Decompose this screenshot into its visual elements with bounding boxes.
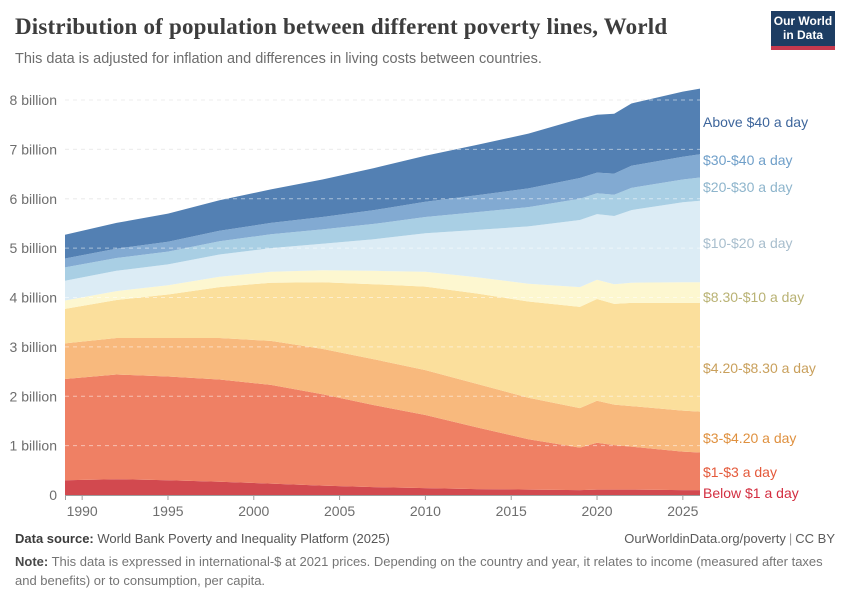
x-axis-label-1995: 1995: [152, 503, 183, 519]
owid-logo[interactable]: Our World in Data: [771, 11, 835, 50]
area-10-20[interactable]: [65, 200, 700, 301]
area-above-40[interactable]: [65, 88, 700, 259]
legend-label-20-30[interactable]: $20-$30 a day: [703, 179, 793, 195]
x-axis-label-2005: 2005: [324, 503, 355, 519]
area-1-3[interactable]: [65, 374, 700, 491]
legend-label-8-30-10[interactable]: $8.30-$10 a day: [703, 289, 804, 305]
owid-logo-line2: in Data: [782, 27, 823, 42]
area-8-30-10[interactable]: [65, 270, 700, 309]
area-20-30[interactable]: [65, 177, 700, 281]
license-label[interactable]: CC BY: [795, 531, 835, 546]
legend-label-4-20-8-30[interactable]: $4.20-$8.30 a day: [703, 360, 816, 376]
y-axis-label-0: 0: [49, 487, 57, 503]
y-axis-label-3: 3 billion: [10, 339, 57, 355]
x-axis-label-2015: 2015: [496, 503, 527, 519]
legend-label-30-40[interactable]: $30-$40 a day: [703, 152, 793, 168]
y-axis-label-1: 1 billion: [10, 438, 57, 454]
y-axis-label-8: 8 billion: [10, 92, 57, 108]
footnote-text: This data is expressed in international-…: [15, 554, 823, 588]
footnote: Note: This data is expressed in internat…: [15, 552, 835, 590]
x-axis-label-2025: 2025: [667, 503, 698, 519]
page-title: Distribution of population between diffe…: [15, 14, 668, 39]
attribution: OurWorldinData.org/poverty | CC BY: [624, 531, 835, 546]
x-axis-label-2020: 2020: [581, 503, 612, 519]
y-axis-label-5: 5 billion: [10, 240, 57, 256]
footnote-label: Note:: [15, 554, 49, 569]
area-4-20-8-30[interactable]: [65, 282, 700, 412]
data-source: Data source: World Bank Poverty and Ineq…: [15, 531, 390, 546]
attribution-separator: |: [788, 531, 793, 546]
area-3-4-20[interactable]: [65, 338, 700, 453]
legend-label-above-40[interactable]: Above $40 a day: [703, 114, 808, 130]
y-axis-label-4: 4 billion: [10, 290, 57, 306]
legend-label-below-1[interactable]: Below $1 a day: [703, 485, 799, 501]
legend-label-10-20[interactable]: $10-$20 a day: [703, 235, 793, 251]
legend-label-1-3[interactable]: $1-$3 a day: [703, 464, 777, 480]
stacked-area-chart: 1990 1995 2000 2005 2010 2015 2020 2025 0 1 billi…: [10, 88, 816, 519]
area-30-40[interactable]: [65, 154, 700, 268]
legend-label-3-4-20[interactable]: $3-$4.20 a day: [703, 430, 796, 446]
data-source-label: Data source:: [15, 531, 94, 546]
page-subtitle: This data is adjusted for inflation and …: [15, 51, 542, 67]
owid-logo-line1: Our World: [773, 14, 833, 28]
y-axis-label-7: 7 billion: [10, 141, 57, 157]
x-axis-label-1990: 1990: [67, 503, 98, 519]
data-source-text: World Bank Poverty and Inequality Platfo…: [97, 531, 390, 546]
x-axis-label-2000: 2000: [238, 503, 269, 519]
y-axis-label-2: 2 billion: [10, 388, 57, 404]
x-axis-label-2010: 2010: [410, 503, 441, 519]
area-below-1[interactable]: [65, 479, 700, 495]
owid-link[interactable]: OurWorldinData.org/poverty: [624, 531, 786, 546]
y-axis-label-6: 6 billion: [10, 191, 57, 207]
